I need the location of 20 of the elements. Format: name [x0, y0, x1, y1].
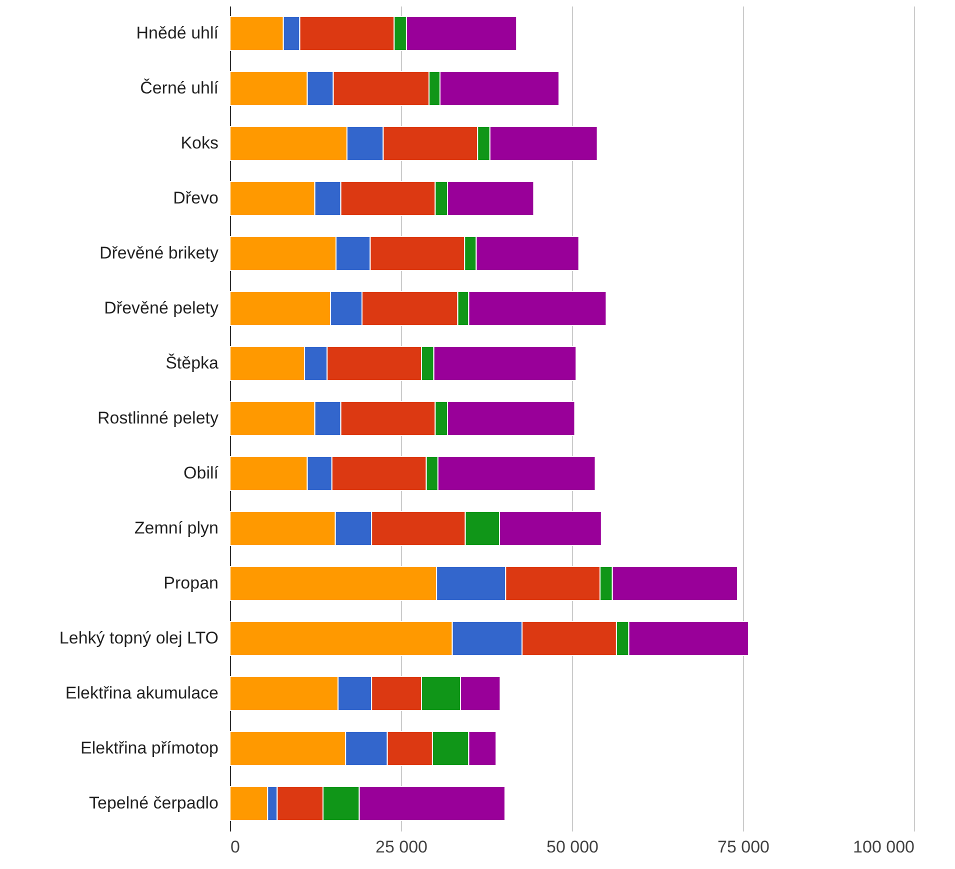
- y-tick-label: Dřevo: [173, 188, 218, 208]
- y-tick-label: Zemní plyn: [134, 518, 218, 538]
- x-tick-label: 75 000: [718, 838, 770, 856]
- y-tick-label: Štěpka: [166, 354, 220, 372]
- y-tick-label: Lehký topný olej LTO: [59, 628, 218, 648]
- y-tick-label: Propan: [164, 574, 218, 592]
- y-tick-label: Černé uhlí: [140, 78, 219, 98]
- y-tick-label: Rostlinné pelety: [98, 408, 219, 428]
- y-tick-label: Elektřina přímotop: [80, 738, 218, 758]
- y-tick-label: Elektřina akumulace: [65, 684, 218, 702]
- x-tick-label: 100 000: [853, 838, 914, 856]
- x-tick-label: 0: [230, 838, 240, 856]
- y-tick-label: Dřevěné brikety: [99, 244, 219, 262]
- x-tick-label: 50 000: [546, 838, 598, 856]
- y-tick-label: Dřevěné pelety: [104, 298, 219, 318]
- x-tick-label: 25 000: [376, 838, 428, 856]
- y-tick-label: Obilí: [184, 464, 219, 482]
- y-tick-label: Hnědé uhlí: [136, 24, 219, 42]
- y-tick-label: Koks: [180, 134, 218, 152]
- y-tick-label: Tepelné čerpadlo: [89, 794, 218, 812]
